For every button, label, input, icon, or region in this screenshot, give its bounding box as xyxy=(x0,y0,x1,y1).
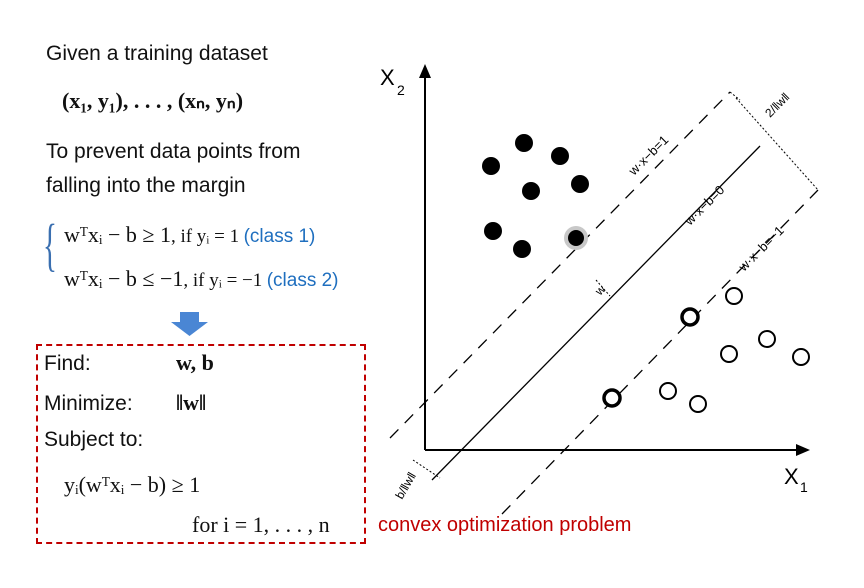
prevent-text-line2: falling into the margin xyxy=(46,174,246,197)
x1-axis-sub: 1 xyxy=(800,479,808,495)
offset-label: b/‖w‖ xyxy=(392,470,418,502)
class2-point xyxy=(689,395,707,413)
class2-point xyxy=(720,345,738,363)
down-arrow-icon xyxy=(171,312,208,336)
subject-constraint: yᵢ(wᵀxᵢ − b) ≥ 1 xyxy=(64,472,201,497)
constraint-2-expr: wᵀxᵢ − b ≤ −1 xyxy=(64,266,184,291)
prevent-text-line1: To prevent data points from xyxy=(46,140,301,163)
index-range: for i = 1, . . . , n xyxy=(192,512,330,537)
margin-label: 2/‖w‖ xyxy=(762,90,792,120)
class2-point xyxy=(758,330,776,348)
support-vector-class2 xyxy=(602,388,622,408)
class1-point xyxy=(515,134,533,152)
x2-axis-sub: 2 xyxy=(397,82,405,98)
class2-points xyxy=(602,287,810,413)
class1-point xyxy=(484,222,502,240)
x2-axis-label: X xyxy=(380,65,395,90)
decision-boundary xyxy=(431,145,761,481)
normal-vector xyxy=(595,279,611,297)
margin-bracket-top xyxy=(729,91,741,101)
minimize-label: Minimize: xyxy=(44,392,133,415)
find-value: w, b xyxy=(176,350,214,375)
class1-point xyxy=(482,157,500,175)
constraint-1-cond: , if yᵢ = 1 xyxy=(170,226,240,247)
support-vector-class2 xyxy=(680,307,700,327)
constraint-brace: { xyxy=(43,212,57,277)
dataset-heading: Given a training dataset xyxy=(46,42,268,65)
margin-line-upper xyxy=(389,91,731,439)
class2-label: (class 2) xyxy=(266,270,339,291)
constraint-2-cond: , if yᵢ = −1 xyxy=(183,270,263,291)
class2-point xyxy=(792,348,810,366)
class1-label: (class 1) xyxy=(243,226,316,247)
class1-point xyxy=(513,240,531,258)
class2-point xyxy=(659,382,677,400)
subject-label: Subject to: xyxy=(44,428,144,451)
margin-bracket xyxy=(735,97,819,191)
class1-point xyxy=(551,147,569,165)
constraint-row-2: wᵀxᵢ − b ≤ −1, if yᵢ = −1 (class 2) xyxy=(64,266,339,292)
optimization-box xyxy=(36,344,366,544)
offset-bracket xyxy=(412,459,441,479)
convex-annotation: convex optimization problem xyxy=(378,514,632,536)
class1-point xyxy=(571,175,589,193)
class1-point xyxy=(522,182,540,200)
middle-line-label: w·x−b=0 xyxy=(681,182,728,229)
minimize-value: ‖w‖ xyxy=(176,390,207,415)
find-label: Find: xyxy=(44,352,91,375)
class1-points xyxy=(482,134,589,258)
constraint-row-1: wᵀxᵢ − b ≥ 1, if yᵢ = 1 (class 1) xyxy=(64,222,315,248)
class2-point xyxy=(725,287,743,305)
x2-axis-arrow xyxy=(419,64,431,78)
normal-vector-label: w xyxy=(592,282,609,299)
x1-axis-arrow xyxy=(796,444,810,456)
x1-axis-label: X xyxy=(784,464,799,489)
dataset-expression: (x₁, y₁), . . . , (xₙ, yₙ) xyxy=(62,88,244,113)
constraint-1-expr: wᵀxᵢ − b ≥ 1 xyxy=(64,222,171,247)
upper-line-label: w·x−b=1 xyxy=(625,132,672,179)
lower-line-label: w·x−b=−1 xyxy=(735,223,787,275)
support-vector-class1 xyxy=(568,230,584,246)
